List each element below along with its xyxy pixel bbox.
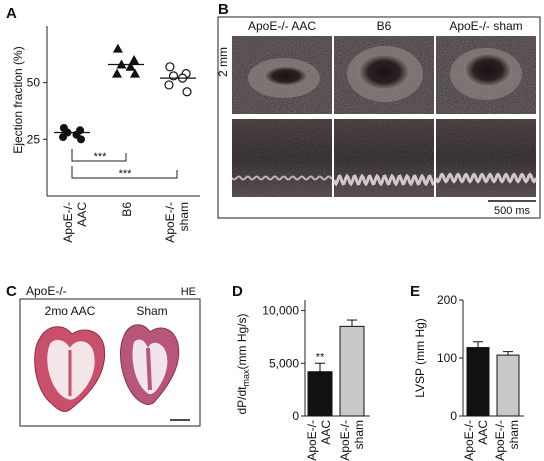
panel-a-point (182, 87, 192, 97)
panel-b-bmode-1 (232, 36, 332, 114)
panel-c-label-aac: 2mo AAC (45, 304, 96, 318)
svg-text:ApoE-/-: ApoE-/- (305, 420, 319, 461)
panel-a-xlabel-aac: ApoE-/- AAC (61, 202, 89, 243)
panel-b-label-sham: ApoE-/- sham (449, 19, 522, 33)
panel-c-heart-aac (34, 326, 106, 412)
svg-text:ApoE-/-: ApoE-/- (338, 420, 352, 461)
svg-text:ApoE-/-: ApoE-/- (493, 420, 507, 461)
panel-c-letter: C (6, 283, 17, 300)
svg-text:AAC: AAC (75, 202, 89, 227)
panel-a-point (130, 68, 140, 78)
panel-c-label-sham: Sham (136, 304, 167, 318)
panel-c: C ApoE-/- HE 2mo AAC Sham (6, 283, 201, 427)
panel-a-point (112, 68, 122, 78)
panel-d-tick-label: 0 (292, 409, 299, 423)
panel-a-bracket-sham (71, 166, 178, 179)
svg-text:ApoE-/-: ApoE-/- (61, 202, 75, 243)
panel-a-sig-sham: *** (119, 168, 133, 180)
panel-e-tick-label: 200 (437, 293, 457, 307)
panel-b-scale-vertical: 2 mm (216, 47, 230, 77)
panel-b: B 2 mm ApoE-/- AAC B6 ApoE-/- sham (216, 1, 541, 219)
panel-a-point (164, 80, 174, 90)
panel-b-bmode-3 (436, 36, 536, 114)
panel-b-mmode-3 (434, 119, 538, 197)
panel-c-stain: HE (181, 286, 196, 298)
panel-c-heart-sham (120, 324, 180, 405)
panel-e-y-axis-label: LVSP (mm Hg) (413, 318, 427, 398)
svg-text:dP/dtmax(mm Hg/s): dP/dtmax(mm Hg/s) (235, 313, 251, 414)
panel-d-significance: ** (316, 351, 325, 363)
panel-b-scale-horizontal: 500 ms (494, 205, 531, 217)
panel-a-bracket-b6 (71, 149, 127, 162)
svg-text:ApoE-/-: ApoE-/- (163, 202, 177, 243)
panel-e-xlabel-aac: ApoE-/- AAC (462, 420, 490, 461)
panel-b-label-aac: ApoE-/- AAC (248, 19, 316, 33)
panel-a-point (77, 135, 85, 144)
panel-a-xlabel-sham: ApoE-/- sham (163, 202, 191, 243)
panel-e-bars (466, 341, 520, 417)
panel-e-xlabel-sham: ApoE-/- sham (493, 420, 521, 461)
panel-a-point (59, 133, 67, 142)
panel-d-xlabel-aac: ApoE-/- AAC (305, 420, 333, 461)
panel-d-letter: D (232, 283, 243, 300)
panel-a: A Ejection fraction (%) 25 50 *** *** Apo… (6, 5, 200, 243)
panel-e: E LVSP (mm Hg) 0 100 200 ApoE-/- AAC ApoE-… (410, 283, 524, 461)
panel-c-genotype: ApoE-/- (26, 284, 67, 298)
panel-a-xlabel-b6: B6 (120, 202, 134, 217)
panel-d: D dP/dtmax(mm Hg/s) 0 5,000 10,000 ** ApoE… (232, 283, 370, 461)
svg-text:sham: sham (507, 420, 521, 449)
panel-a-sig-b6: *** (94, 151, 108, 163)
svg-text:AAC: AAC (476, 420, 490, 445)
panel-d-bar (307, 371, 333, 417)
panel-d-bar (339, 325, 365, 417)
panel-e-bar (466, 347, 490, 417)
panel-d-tick-label: 5,000 (269, 356, 299, 370)
panel-d-bars (307, 319, 365, 417)
panel-e-tick-label: 0 (450, 409, 457, 423)
panel-a-point (112, 43, 123, 53)
panel-a-y-axis-label: Ejection fraction (%) (11, 46, 25, 153)
panel-d-tick-label: 10,000 (262, 304, 299, 318)
panel-d-xlabel-sham: ApoE-/- sham (338, 420, 366, 461)
panel-a-point (125, 61, 136, 71)
panel-d-y-ticks: 0 5,000 10,000 (262, 304, 305, 423)
panel-e-y-ticks: 0 100 200 (437, 293, 463, 423)
panel-e-tick-label: 100 (437, 351, 457, 365)
panel-a-tick-label: 25 (27, 132, 41, 146)
svg-text:sham: sham (177, 202, 191, 231)
svg-text:ApoE-/-: ApoE-/- (462, 420, 476, 461)
panel-e-bar (496, 354, 520, 417)
panel-d-y-axis-label: dP/dtmax(mm Hg/s) (235, 313, 251, 414)
panel-b-bmode-2 (334, 36, 434, 114)
panel-b-letter: B (218, 1, 229, 18)
panel-a-point (129, 55, 140, 64)
panel-a-points (54, 43, 196, 144)
panel-b-mmode-1 (231, 119, 333, 197)
svg-text:sham: sham (352, 420, 366, 449)
panel-b-label-b6: B6 (377, 19, 392, 33)
svg-text:B6: B6 (120, 202, 134, 217)
panel-a-tick-label: 50 (27, 76, 41, 90)
panel-b-mmode-2 (332, 119, 435, 197)
panel-e-letter: E (410, 283, 420, 300)
panel-a-y-ticks: 25 50 (27, 76, 47, 146)
panel-a-letter: A (6, 5, 17, 22)
panel-a-point (165, 62, 175, 72)
svg-text:AAC: AAC (319, 420, 333, 445)
